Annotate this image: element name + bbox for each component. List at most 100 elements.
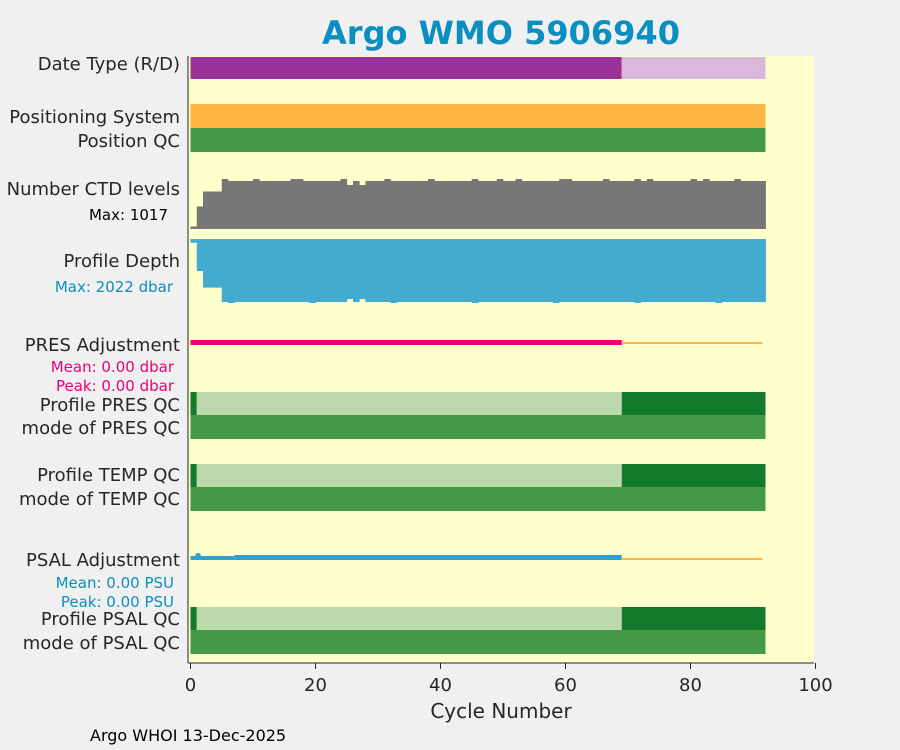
profile-depth-bar (371, 239, 379, 303)
ctd-levels-bar (403, 181, 410, 229)
x-tick-label: 0 (185, 675, 196, 696)
profile-depth-bar (346, 239, 354, 300)
profile-depth-bar (271, 239, 279, 303)
ctd-levels-bar (703, 179, 710, 229)
psal-profile-qc-first-bar (190, 607, 197, 630)
psal-profile-qc-bar (196, 607, 622, 630)
ctd-max-note: Max: 1017 (89, 206, 168, 224)
profile-depth-bar (296, 239, 304, 303)
pres-adjustment-line (190, 340, 622, 345)
profile-depth-bar (565, 239, 573, 303)
ctd-levels-bar (365, 181, 373, 229)
profile-depth-bar (628, 239, 635, 303)
profile-depth-bar (353, 239, 360, 303)
ctd-levels-bar (640, 181, 648, 229)
ctd-levels-bar (590, 181, 598, 229)
profile-depth-bar (615, 239, 623, 303)
ctd-levels-bar (603, 179, 610, 229)
profile-depth-bar (453, 239, 460, 303)
profile-depth-bar (515, 239, 523, 303)
profile-depth-bar (496, 239, 504, 303)
ctd-levels-bar (459, 181, 466, 229)
profile-depth-bar (471, 239, 479, 303)
ctd-levels-bar (515, 179, 523, 229)
profile-depth-bar (509, 239, 516, 303)
ctd-levels-bar (284, 181, 291, 229)
ctd-levels-bar (571, 181, 579, 229)
profile-depth-bar (365, 239, 373, 303)
profile-depth-bar (484, 239, 491, 303)
ctd-levels-bar (671, 181, 679, 229)
ctd-levels-bar (478, 181, 485, 229)
profile-depth-bar (265, 239, 273, 303)
profile-depth-bar (653, 239, 660, 303)
profile-depth-bar (190, 239, 198, 243)
profile-depth-bar (528, 239, 535, 303)
profile-depth-bar (603, 239, 610, 303)
psal-adjustment-pending-line (621, 558, 763, 560)
profile-depth-bar (721, 239, 729, 303)
profile-depth-bar (540, 239, 548, 303)
profile-depth-bar (746, 239, 754, 303)
position-qc-bar (190, 128, 766, 152)
pres-profile-qc-bar (196, 392, 622, 415)
ctd-levels-bar (278, 181, 285, 229)
ctd-levels-bar (578, 181, 585, 229)
profile-depth-bar (740, 239, 748, 303)
profile-depth-bar (753, 239, 760, 303)
ctd-levels-bar (428, 179, 435, 229)
psal-adjustment-early-line (190, 556, 235, 560)
profile-depth-bar (596, 239, 604, 303)
ctd-levels-bar (378, 181, 385, 229)
ctd-levels-bar (396, 181, 404, 229)
temp-mode-qc-bar (190, 487, 766, 511)
profile-depth-bar (440, 239, 448, 303)
profile-depth-bar (396, 239, 404, 303)
profile-depth-bar (446, 239, 454, 303)
profile-depth-bar (253, 239, 260, 303)
profile-depth-bar (221, 239, 229, 303)
ctd-levels-bar (584, 181, 591, 229)
ctd-levels-bar (546, 181, 554, 229)
ctd-levels-bar (696, 181, 704, 229)
temp-profile-qc-delayed-bar (621, 464, 766, 487)
ctd-levels-bar (565, 179, 573, 229)
profile-depth-bar (409, 239, 416, 303)
x-tick-label: 80 (679, 675, 702, 696)
pres-adjustment-note: Mean: 0.00 dbar (51, 358, 175, 376)
ctd-levels-bar (615, 181, 623, 229)
profile-depth-bar (465, 239, 473, 303)
row-label: mode of PSAL QC (23, 633, 180, 654)
ctd-levels-bar (690, 179, 698, 229)
x-tick-label: 100 (798, 675, 832, 696)
row-label: mode of TEMP QC (19, 489, 180, 510)
row-label: Positioning System (9, 107, 180, 128)
profile-depth-bar (665, 239, 673, 303)
profile-depth-bar (315, 239, 323, 303)
profile-depth-bar (340, 239, 348, 303)
profile-depth-bar (690, 239, 698, 303)
plot-area (188, 56, 814, 663)
ctd-levels-bar (446, 181, 454, 229)
ctd-levels-bar (209, 191, 216, 229)
ctd-levels-bar (259, 181, 266, 229)
ctd-levels-bar (315, 181, 323, 229)
profile-depth-bar (578, 239, 585, 303)
ctd-levels-bar (634, 179, 641, 229)
profile-depth-bar (415, 239, 423, 303)
ctd-levels-bar (753, 181, 760, 229)
ctd-levels-bar (484, 181, 491, 229)
ctd-levels-bar (390, 181, 398, 229)
ctd-levels-bar (540, 181, 548, 229)
ctd-levels-bar (321, 181, 329, 229)
profile-depth-bar (521, 239, 529, 303)
ctd-levels-bar (434, 181, 441, 229)
profile-depth-bar (284, 239, 291, 303)
date-type-delayed-bar (190, 57, 622, 79)
ctd-levels-bar (309, 181, 316, 229)
ctd-levels-bar (221, 179, 229, 229)
profile-depth-bar (240, 239, 248, 303)
ctd-levels-bar (353, 181, 360, 229)
ctd-levels-bar (490, 181, 498, 229)
